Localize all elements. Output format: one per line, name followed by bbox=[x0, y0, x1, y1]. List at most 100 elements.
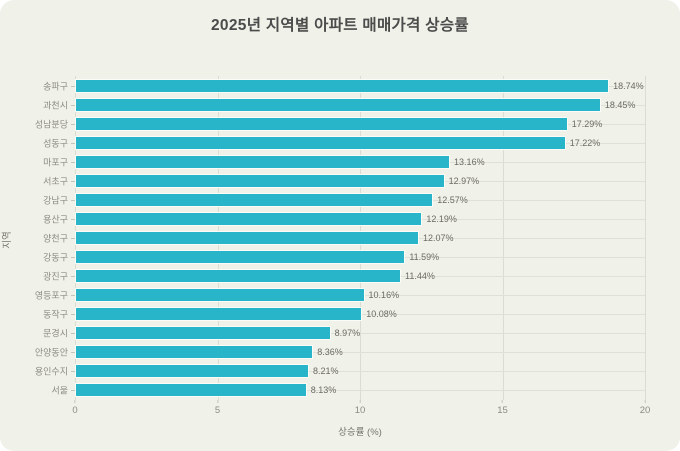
bar-row: 용인수지 8.21% bbox=[35, 362, 645, 381]
bar-용인수지 bbox=[75, 364, 309, 379]
category-label: 마포구 bbox=[43, 157, 68, 168]
value-label: 11.59% bbox=[409, 252, 440, 263]
bar-용산구 bbox=[75, 211, 423, 226]
y-tick-mark bbox=[71, 371, 75, 373]
bar-양천구 bbox=[75, 230, 419, 245]
x-tick-label: 15 bbox=[497, 405, 508, 416]
category-label: 동작구 bbox=[43, 309, 68, 320]
value-label: 11.44% bbox=[405, 271, 435, 282]
value-label: 12.97% bbox=[448, 175, 480, 186]
y-tick-mark bbox=[71, 237, 75, 239]
bar-row: 강동구 11.59% bbox=[43, 248, 645, 267]
y-tick-mark bbox=[71, 104, 75, 106]
category-label: 강동구 bbox=[43, 252, 68, 263]
value-label: 8.97% bbox=[334, 328, 361, 339]
bar-성남분당 bbox=[75, 116, 568, 131]
x-tick-15: 15 bbox=[497, 400, 508, 416]
bar-서초구 bbox=[75, 173, 445, 188]
value-label: 18.45% bbox=[604, 99, 636, 110]
y-tick-mark bbox=[71, 314, 75, 316]
y-tick-mark bbox=[71, 161, 75, 163]
x-tick-mark bbox=[644, 400, 646, 403]
value-label: 12.19% bbox=[426, 213, 457, 224]
x-axis: 0 5 10 15 20 bbox=[72, 400, 650, 420]
category-label: 문경시 bbox=[43, 328, 68, 339]
bar-row: 안양동안 8.36% bbox=[35, 343, 645, 362]
value-label: 17.22% bbox=[569, 137, 601, 148]
y-tick-mark bbox=[71, 85, 75, 87]
bar-row: 마포구 13.16% bbox=[43, 152, 645, 171]
x-tick-mark bbox=[501, 400, 503, 403]
bar-안양동안 bbox=[75, 345, 314, 360]
bar-row: 과천시 18.45% bbox=[43, 95, 645, 114]
x-tick-5: 5 bbox=[215, 400, 220, 416]
category-label: 서울 bbox=[51, 385, 68, 396]
x-tick-20: 20 bbox=[639, 400, 651, 416]
x-tick-0: 0 bbox=[72, 400, 78, 416]
bar-row: 문경시 8.97% bbox=[43, 324, 645, 343]
bar-문경시 bbox=[75, 326, 331, 341]
x-tick-label: 5 bbox=[214, 405, 221, 416]
value-label: 8.13% bbox=[310, 385, 337, 396]
y-tick-mark bbox=[71, 180, 75, 182]
category-label: 양천구 bbox=[43, 233, 68, 244]
x-tick-10: 10 bbox=[354, 400, 366, 416]
category-label: 성동구 bbox=[43, 138, 68, 149]
gridline-x-20 bbox=[645, 76, 646, 400]
x-tick-label: 10 bbox=[354, 405, 366, 416]
bar-row: 동작구 10.08% bbox=[43, 305, 645, 324]
category-label: 서초구 bbox=[43, 176, 68, 187]
value-label: 10.16% bbox=[368, 290, 400, 301]
bar-row: 성동구 17.22% bbox=[43, 133, 645, 152]
category-label: 안양동안 bbox=[34, 347, 68, 358]
bar-row: 송파구 18.74% bbox=[43, 76, 645, 95]
bar-row: 강남구 12.57% bbox=[43, 190, 645, 209]
value-label: 17.29% bbox=[571, 118, 603, 129]
value-label: 12.57% bbox=[437, 194, 468, 205]
value-label: 8.21% bbox=[312, 366, 339, 377]
x-tick-label: 20 bbox=[639, 405, 651, 416]
y-tick-mark bbox=[71, 199, 75, 201]
y-axis-title: 지역 bbox=[2, 231, 13, 249]
x-tick-mark bbox=[359, 400, 361, 403]
x-axis-title: 상승률 (%) bbox=[338, 427, 382, 438]
bar-광진구 bbox=[75, 269, 402, 284]
value-label: 10.08% bbox=[366, 309, 397, 320]
row-gridline bbox=[75, 352, 645, 354]
bar-마포구 bbox=[75, 154, 451, 169]
bar-과천시 bbox=[75, 97, 601, 112]
value-label: 12.07% bbox=[422, 232, 454, 243]
bar-row: 광진구 11.44% bbox=[43, 267, 645, 286]
category-label: 용인수지 bbox=[34, 366, 68, 377]
category-label: 용산구 bbox=[43, 214, 68, 225]
x-tick-label: 0 bbox=[72, 405, 78, 416]
bar-영등포구 bbox=[75, 288, 365, 303]
bar-row: 용산구 12.19% bbox=[43, 209, 645, 228]
value-label: 13.16% bbox=[454, 156, 485, 167]
x-tick-mark bbox=[74, 400, 76, 403]
category-label: 광진구 bbox=[43, 271, 68, 282]
category-label: 과천시 bbox=[43, 100, 68, 111]
row-gridline bbox=[75, 333, 645, 335]
bar-송파구 bbox=[75, 78, 610, 93]
bar-row: 서울 8.13% bbox=[51, 381, 645, 400]
row-gridline bbox=[75, 390, 645, 392]
plot-area: 송파구 18.74% 과천시 18.45% 성남분당 17.29% 성동구 17.22% 마포구… bbox=[35, 76, 646, 400]
x-tick-mark bbox=[216, 400, 218, 403]
y-tick-mark bbox=[71, 390, 75, 392]
bar-서울 bbox=[75, 383, 307, 398]
y-tick-mark bbox=[71, 257, 75, 259]
y-tick-mark bbox=[71, 295, 75, 297]
value-label: 8.36% bbox=[317, 347, 343, 358]
bar-성동구 bbox=[75, 135, 566, 150]
bar-강남구 bbox=[75, 192, 434, 207]
category-label: 강남구 bbox=[43, 195, 68, 206]
bar-동작구 bbox=[75, 307, 363, 322]
category-label: 송파구 bbox=[43, 81, 68, 92]
category-label: 영등포구 bbox=[34, 290, 68, 301]
chart-title: 2025년 지역별 아파트 매매가격 상승률 bbox=[211, 17, 469, 34]
bar-row: 서초구 12.97% bbox=[43, 171, 645, 190]
y-tick-mark bbox=[71, 276, 75, 278]
category-label: 성남분당 bbox=[34, 119, 68, 130]
